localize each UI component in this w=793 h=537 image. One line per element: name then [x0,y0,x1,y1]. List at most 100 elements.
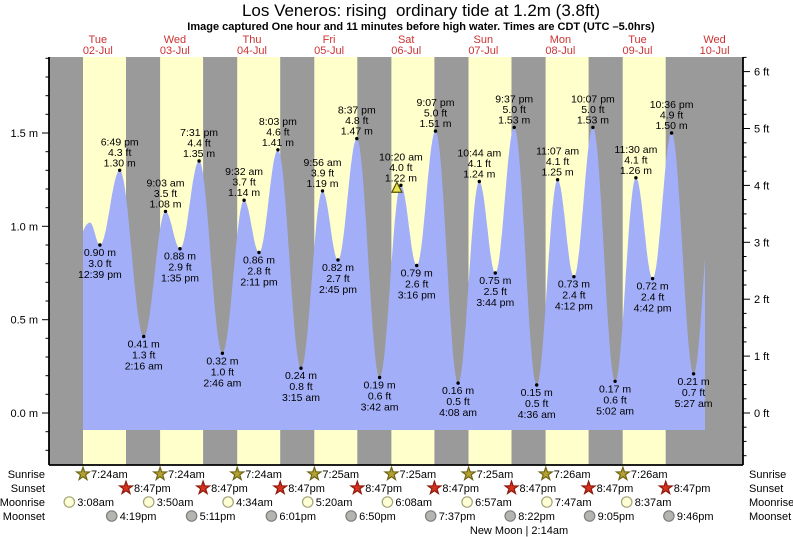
low-tide-label: 1:35 pm [161,273,199,285]
low-tide-label: 0.5 ft [525,398,548,410]
moonrise-moon-icon [541,496,553,508]
day-label: Mon [550,34,571,46]
y-axis-right-label: 2 ft [754,294,769,306]
day-date-label: 10-Jul [700,45,730,57]
low-tide-label: 2:46 am [203,377,241,389]
chart-title: Los Veneros: rising ordinary tide at 1.2… [241,1,601,20]
sunrise-star-icon [383,465,400,481]
moonset-moon-icon [105,510,118,522]
tide-point [456,381,460,385]
high-tide-label: 3.7 ft [232,177,255,189]
moonset-moon-icon [424,510,437,522]
moonset-time: 7:37pm [439,511,476,523]
tide-point [98,243,102,247]
low-tide-label: 1.3 ft [132,350,155,362]
sunset-star-icon [194,479,212,496]
sunrise-time: 7:26am [554,469,591,481]
day-date-label: 06-Jul [391,45,421,57]
low-tide-label: 4:42 pm [634,303,672,315]
high-tide-label: 6:49 pm [101,136,139,148]
high-tide-label: 1.19 m [306,178,338,190]
low-tide-label: 0.5 ft [446,396,469,408]
sunrise-star-icon [306,465,323,481]
high-tide-label: 3.9 ft [311,167,334,179]
low-tide-label: 12:39 pm [78,269,122,281]
high-tide-label: 9:56 am [304,157,342,169]
low-tide-label: 3:16 pm [398,290,436,302]
moonset-moon-icon [504,510,516,522]
low-tide-label: 0.6 ft [603,394,626,406]
tide-point [242,198,246,202]
low-tide-label: 5:02 am [596,405,634,417]
low-tide-label: 0.73 m [558,279,590,291]
high-tide-label: 9:03 am [147,177,185,189]
tide-point [691,372,696,376]
tide-point [512,125,516,130]
moonrise-time: 6:57am [475,497,512,509]
y-axis-left-label: 0.0 m [10,408,38,420]
tide-point [320,189,325,193]
low-tide-label: 4:08 am [439,407,477,419]
tide-point [634,176,638,180]
day-date-label: 07-Jul [468,45,498,57]
sunset-star-icon [657,479,674,496]
tide-point [399,183,403,187]
astro-row-label-right: Sunset [749,483,783,495]
sunrise-star-icon [74,465,92,482]
high-tide-label: 1.35 m [183,148,215,160]
low-tide-label: 0.90 m [84,247,116,259]
high-tide-label: 10:44 am [457,148,501,160]
day-label: Tue [89,34,108,46]
sunrise-time: 7:25am [477,469,514,481]
low-tide-label: 0.24 m [285,370,317,382]
day-date-label: 08-Jul [545,45,575,57]
moonrise-time: 3:50am [157,497,194,509]
moonrise-time: 4:34am [236,497,273,509]
low-tide-label: 0.88 m [164,251,196,263]
moonset-time: 6:50pm [359,511,396,523]
tide-point [591,125,595,130]
high-tide-label: 1.53 m [498,114,530,126]
tide-point [178,247,182,251]
y-axis-right-label: 0 ft [754,408,769,420]
low-tide-label: 0.19 m [364,380,396,392]
high-tide-label: 11:30 am [614,144,657,156]
high-tide-label: 10:36 pm [650,99,694,111]
astro-row-label-left: Moonrise [0,497,45,509]
high-tide-label: 9:32 am [225,166,263,178]
high-tide-label: 5.0 ft [581,104,604,116]
high-tide-label: 11:07 am [536,146,579,158]
y-axis-right-label: 5 ft [754,124,769,136]
day-label: Wed [164,34,186,46]
high-tide-label: 4.0 ft [389,162,412,174]
astro-row-label-right: Moonset [749,511,791,523]
low-tide-label: 4:12 pm [555,301,593,313]
tide-point [299,366,303,370]
high-tide-label: 1.22 m [385,172,417,184]
day-date-label: 05-Jul [314,45,344,57]
low-tide-label: 3.0 ft [88,258,111,270]
high-tide-label: 1.25 m [542,167,574,179]
low-tide-label: 0.41 m [128,339,160,351]
low-tide-label: 3:42 am [361,402,399,414]
y-axis-left-label: 1.0 m [10,221,38,233]
y-axis-left-label: 1.5 m [10,128,38,140]
high-tide-label: 1.24 m [463,169,495,181]
moonset-time: 6:01pm [279,511,316,523]
high-tide-label: 1.30 m [104,157,136,169]
tide-point [276,148,280,152]
tide-point [355,136,359,141]
sunset-time: 8:47pm [288,483,325,495]
tide-area [83,127,705,431]
tide-point [142,334,146,339]
day-date-label: 09-Jul [623,45,653,57]
sunset-time: 8:47pm [520,483,557,495]
moonrise-time: 3:08am [77,497,114,509]
moonset-moon-icon [663,510,675,522]
low-tide-label: 0.8 ft [289,381,312,393]
high-tide-label: 10:20 am [379,151,423,163]
low-tide-label: 0.72 m [637,281,669,293]
high-tide-label: 4.6 ft [266,126,289,138]
low-tide-label: 0.82 m [322,262,354,274]
